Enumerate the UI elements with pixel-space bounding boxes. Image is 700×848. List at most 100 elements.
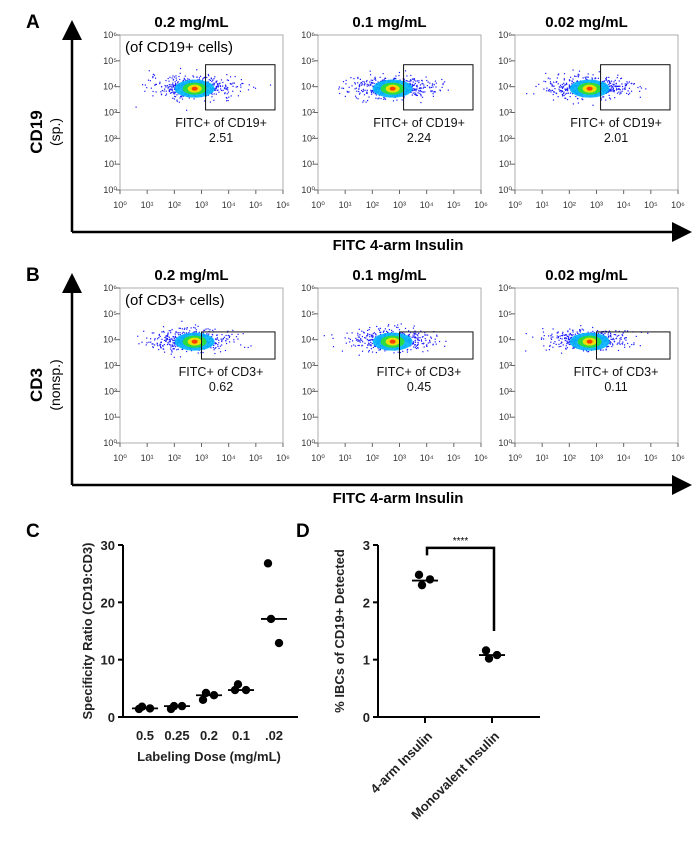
event-dot <box>399 79 401 81</box>
event-dot <box>232 85 234 87</box>
event-dot <box>609 97 611 99</box>
event-dot <box>379 348 381 350</box>
event-dot <box>605 348 607 350</box>
x-tick-label: 10⁰ <box>113 200 127 210</box>
event-dot <box>213 349 215 351</box>
event-dot <box>161 89 163 92</box>
event-dot <box>413 325 415 327</box>
event-dot <box>415 80 417 82</box>
event-dot <box>225 88 227 90</box>
event-dot <box>418 87 420 90</box>
gate-rectangle[interactable] <box>205 64 276 111</box>
event-dot <box>163 351 166 353</box>
event-dot <box>182 80 184 82</box>
event-dot <box>176 349 178 351</box>
event-dot <box>608 330 611 332</box>
event-dot <box>566 98 569 101</box>
event-dot <box>206 76 208 78</box>
event-dot <box>370 79 372 81</box>
event-dot <box>363 332 365 334</box>
event-dot <box>269 84 272 86</box>
event-dot <box>412 90 414 92</box>
event-dot <box>386 331 389 333</box>
gate-rectangle[interactable] <box>403 64 474 111</box>
event-dot <box>610 85 613 87</box>
event-dot <box>559 84 562 87</box>
event-dot <box>571 83 573 85</box>
event-dot <box>552 346 554 348</box>
event-dot <box>213 78 215 80</box>
event-dot <box>551 89 554 91</box>
event-dot <box>560 91 562 93</box>
event-dot <box>559 335 561 337</box>
event-dot <box>141 341 143 343</box>
event-dot <box>550 89 552 91</box>
event-dot <box>355 339 358 341</box>
gate-rectangle[interactable] <box>600 64 671 111</box>
plot-title: 0.1 mg/mL <box>352 14 426 31</box>
event-dot <box>623 88 626 90</box>
event-dot <box>168 330 170 332</box>
event-dot <box>580 325 582 327</box>
event-dot <box>436 335 438 337</box>
event-dot <box>567 92 570 94</box>
event-dot <box>369 81 371 83</box>
event-dot <box>354 95 357 97</box>
event-dot <box>171 88 173 90</box>
event-dot <box>226 100 228 102</box>
event-dot <box>410 83 412 85</box>
x-tick-label: 10⁵ <box>644 200 658 210</box>
gate-rectangle[interactable] <box>201 331 276 360</box>
event-dot <box>174 333 176 335</box>
event-dot <box>366 83 368 85</box>
gate-rectangle[interactable] <box>596 331 671 360</box>
event-dot <box>179 78 181 81</box>
event-dot <box>240 86 242 88</box>
event-dot <box>557 336 560 338</box>
event-dot <box>217 345 219 348</box>
x-tick-label: 10² <box>563 453 576 463</box>
event-dot <box>609 82 611 84</box>
event-dot <box>204 329 206 331</box>
event-dot <box>178 75 180 78</box>
event-dot <box>414 344 416 346</box>
event-dot <box>223 336 226 338</box>
event-dot <box>571 335 573 337</box>
event-dot <box>613 83 615 85</box>
event-dot <box>224 93 226 95</box>
event-dot <box>412 341 415 343</box>
event-dot <box>374 78 377 80</box>
event-dot <box>392 330 394 333</box>
event-dot <box>574 333 576 335</box>
event-dot <box>360 338 362 340</box>
x-tick-label: 10⁵ <box>644 453 658 463</box>
event-dot <box>553 85 555 87</box>
event-dot <box>633 83 636 85</box>
event-dot <box>362 80 364 83</box>
event-dot <box>160 346 162 349</box>
event-dot <box>219 82 221 84</box>
event-dot <box>630 90 633 92</box>
density-contour <box>191 339 198 344</box>
event-dot <box>562 331 564 333</box>
event-dot <box>625 337 627 339</box>
event-dot <box>362 90 365 92</box>
event-dot <box>179 72 181 74</box>
event-dot <box>163 90 165 92</box>
event-dot <box>415 333 417 335</box>
x-tick-label: 10⁴ <box>222 453 236 463</box>
event-dot <box>610 80 613 82</box>
event-dot <box>228 336 230 339</box>
event-dot <box>561 334 564 337</box>
event-dot <box>171 338 173 340</box>
event-dot <box>174 84 177 87</box>
event-dot <box>169 76 171 78</box>
y-tick-label: 10⁴ <box>103 82 117 92</box>
event-dot <box>565 88 568 90</box>
event-dot <box>563 79 565 81</box>
event-dot <box>170 348 172 350</box>
event-dot <box>412 327 415 329</box>
event-dot <box>217 85 220 87</box>
event-dot <box>230 95 232 97</box>
gate-rectangle[interactable] <box>399 331 474 360</box>
